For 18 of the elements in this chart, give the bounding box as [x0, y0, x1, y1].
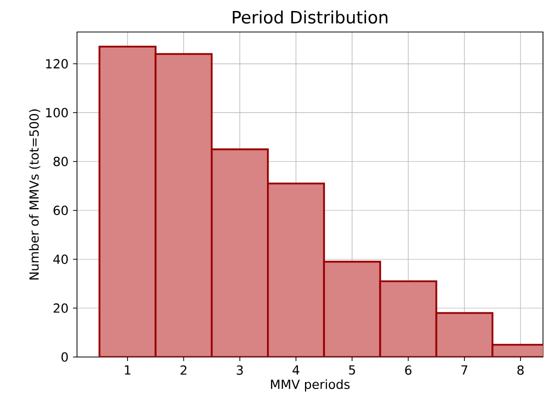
y-tick-label: 20	[54, 303, 68, 313]
y-axis-title: Number of MMVs (tot=500)	[29, 109, 40, 280]
y-tick-label: 120	[46, 59, 68, 68]
x-tick-label: 4	[292, 365, 300, 374]
y-tick-label: 60	[54, 206, 68, 216]
y-tick-label: 100	[46, 108, 68, 118]
x-axis-title: MMV periods	[271, 379, 350, 392]
x-tick-label: 5	[349, 365, 355, 375]
x-tick-label: 6	[405, 365, 412, 375]
y-tick-label: 80	[54, 156, 68, 166]
x-tick-label: 3	[236, 365, 243, 375]
chart-title: Period Distribution	[232, 10, 388, 24]
x-tick-label: 2	[180, 365, 186, 375]
x-tick-label: 8	[517, 365, 524, 375]
x-tick-label: 1	[124, 365, 130, 374]
y-tick-label: 0	[62, 352, 68, 362]
x-tick-label: 7	[461, 365, 468, 374]
y-tick-label: 40	[53, 254, 68, 264]
